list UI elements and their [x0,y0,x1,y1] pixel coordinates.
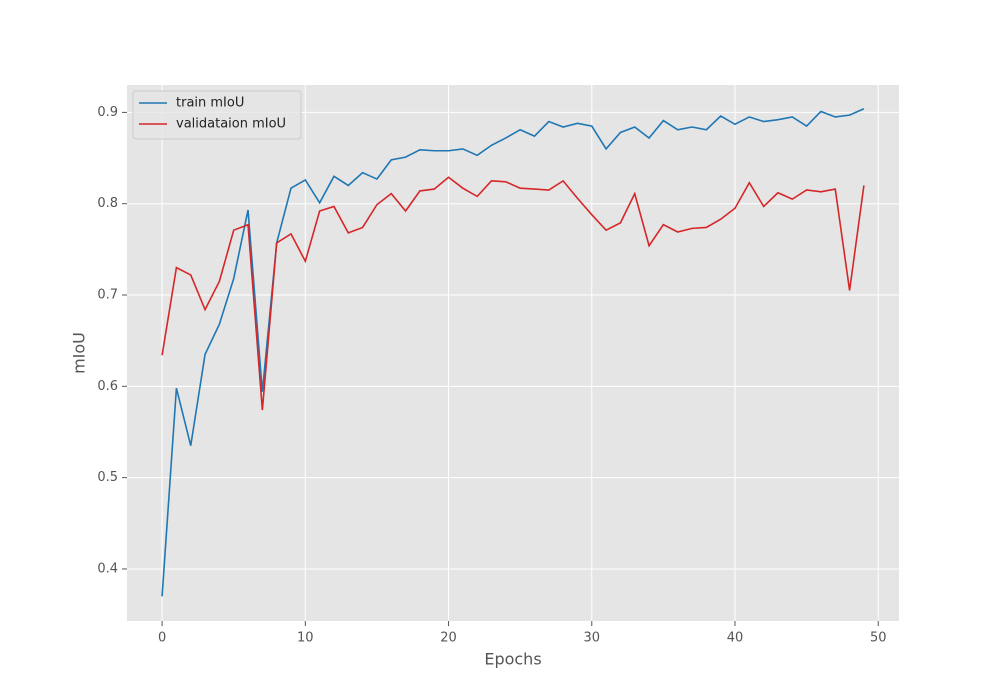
y-tick-label: 0.6 [97,379,118,394]
y-tick-label: 0.4 [97,561,118,576]
series-line [161,176,865,411]
legend-label: validataion mIoU [176,117,286,132]
x-axis-label: Epochs [484,650,541,669]
y-axis-label: mIoU [70,332,89,374]
x-tick-label: 40 [727,631,744,646]
y-tick-label: 0.9 [97,105,118,120]
y-tick-label: 0.7 [97,288,118,303]
y-tick-label: 0.5 [97,470,118,485]
y-tick-label: 0.8 [97,196,118,211]
legend-box [132,90,302,140]
legend-label: train mIoU [176,96,244,111]
x-tick-label: 30 [584,631,601,646]
plot-area [127,85,899,621]
x-tick-label: 10 [297,631,314,646]
x-tick-label: 20 [440,631,457,646]
x-tick-label: 0 [158,631,166,646]
series-line [161,108,865,597]
x-tick-label: 50 [870,631,887,646]
